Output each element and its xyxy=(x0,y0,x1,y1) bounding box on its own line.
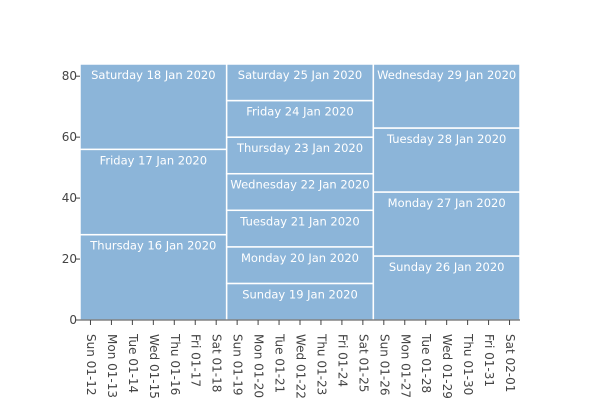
x-tick-label: Thu 01-23 xyxy=(314,333,328,395)
bar-segment[interactable] xyxy=(372,127,521,193)
x-tick-label: Sat 01-18 xyxy=(210,334,224,392)
y-tick-label: 40 xyxy=(62,191,77,205)
segment-label: Thursday 23 Jan 2020 xyxy=(236,141,363,155)
x-tick-label: Mon 01-13 xyxy=(105,334,119,398)
bar-segment[interactable] xyxy=(225,246,375,285)
segment-label: Tuesday 28 Jan 2020 xyxy=(386,132,506,146)
segment-label: Friday 24 Jan 2020 xyxy=(246,105,353,119)
bar-segment[interactable] xyxy=(225,136,375,175)
bars-layer: Thursday 16 Jan 2020 Friday 17 Jan 2020 Sa… xyxy=(79,63,521,321)
bar-segment[interactable] xyxy=(79,233,228,321)
segment-label: Tuesday 21 Jan 2020 xyxy=(239,214,359,228)
x-tick-label: Tue 01-28 xyxy=(419,333,433,393)
x-tick-label: Mon 01-27 xyxy=(398,334,412,398)
segment-label: Monday 20 Jan 2020 xyxy=(241,251,359,265)
bar-segment[interactable] xyxy=(79,63,228,151)
y-axis: 0 20 40 60 80 xyxy=(62,69,80,327)
y-tick-label: 20 xyxy=(62,252,77,266)
x-tick-label: Sun 01-19 xyxy=(231,334,245,396)
segment-label: Monday 27 Jan 2020 xyxy=(388,196,506,210)
bar-segment[interactable] xyxy=(225,99,375,138)
x-tick-label: Sun 01-12 xyxy=(84,334,98,396)
x-tick-label: Sat 02-01 xyxy=(503,334,517,392)
x-tick-label: Mon 01-20 xyxy=(252,334,266,398)
bar-segment[interactable] xyxy=(372,191,521,257)
x-tick-label: Wed 01-29 xyxy=(440,334,454,399)
bar-segment[interactable] xyxy=(79,148,228,236)
x-tick-label: Thu 01-16 xyxy=(168,333,182,395)
x-tick-label: Thu 01-30 xyxy=(461,333,475,395)
segment-label: Wednesday 29 Jan 2020 xyxy=(377,68,516,82)
bar-segment[interactable] xyxy=(372,63,521,129)
y-tick-label: 80 xyxy=(62,69,77,83)
x-tick-label: Fri 01-17 xyxy=(189,334,203,387)
bar-segment[interactable] xyxy=(225,63,375,102)
segment-label: Sunday 19 Jan 2020 xyxy=(242,287,358,301)
segment-label: Saturday 25 Jan 2020 xyxy=(238,68,362,82)
segment-label: Friday 17 Jan 2020 xyxy=(100,153,207,167)
x-tick-label: Wed 01-15 xyxy=(147,334,161,399)
y-tick-label: 60 xyxy=(62,130,77,144)
x-tick-label: Fri 01-24 xyxy=(335,334,349,387)
segment-label: Saturday 18 Jan 2020 xyxy=(91,68,215,82)
x-tick-label: Fri 01-31 xyxy=(482,334,496,387)
x-tick-label: Tue 01-21 xyxy=(273,333,287,393)
bar-segment[interactable] xyxy=(372,255,521,321)
y-tick-label: 0 xyxy=(69,313,77,327)
bar-segment[interactable] xyxy=(225,172,375,212)
x-tick-label: Tue 01-14 xyxy=(126,333,140,393)
bar-segment[interactable] xyxy=(225,209,375,248)
segment-label: Thursday 16 Jan 2020 xyxy=(89,239,216,253)
x-tick-label: Sat 01-25 xyxy=(356,334,370,392)
x-tick-label: Sun 01-26 xyxy=(377,334,391,396)
x-axis: Sun 01-12 Mon 01-13 Tue 01-14 Wed 01-15 Thu … xyxy=(80,319,520,399)
week-bar: Thursday 16 Jan 2020 Friday 17 Jan 2020 Sa… xyxy=(79,63,228,321)
week-bar: Sunday 26 Jan 2020 Monday 27 Jan 2020 Tues… xyxy=(372,63,521,321)
x-tick-label: Wed 01-22 xyxy=(294,334,308,399)
segment-label: Wednesday 22 Jan 2020 xyxy=(230,178,369,192)
week-bar: Sunday 19 Jan 2020 Monday 20 Jan 2020 Tues… xyxy=(225,63,375,321)
segment-label: Sunday 26 Jan 2020 xyxy=(389,260,505,274)
